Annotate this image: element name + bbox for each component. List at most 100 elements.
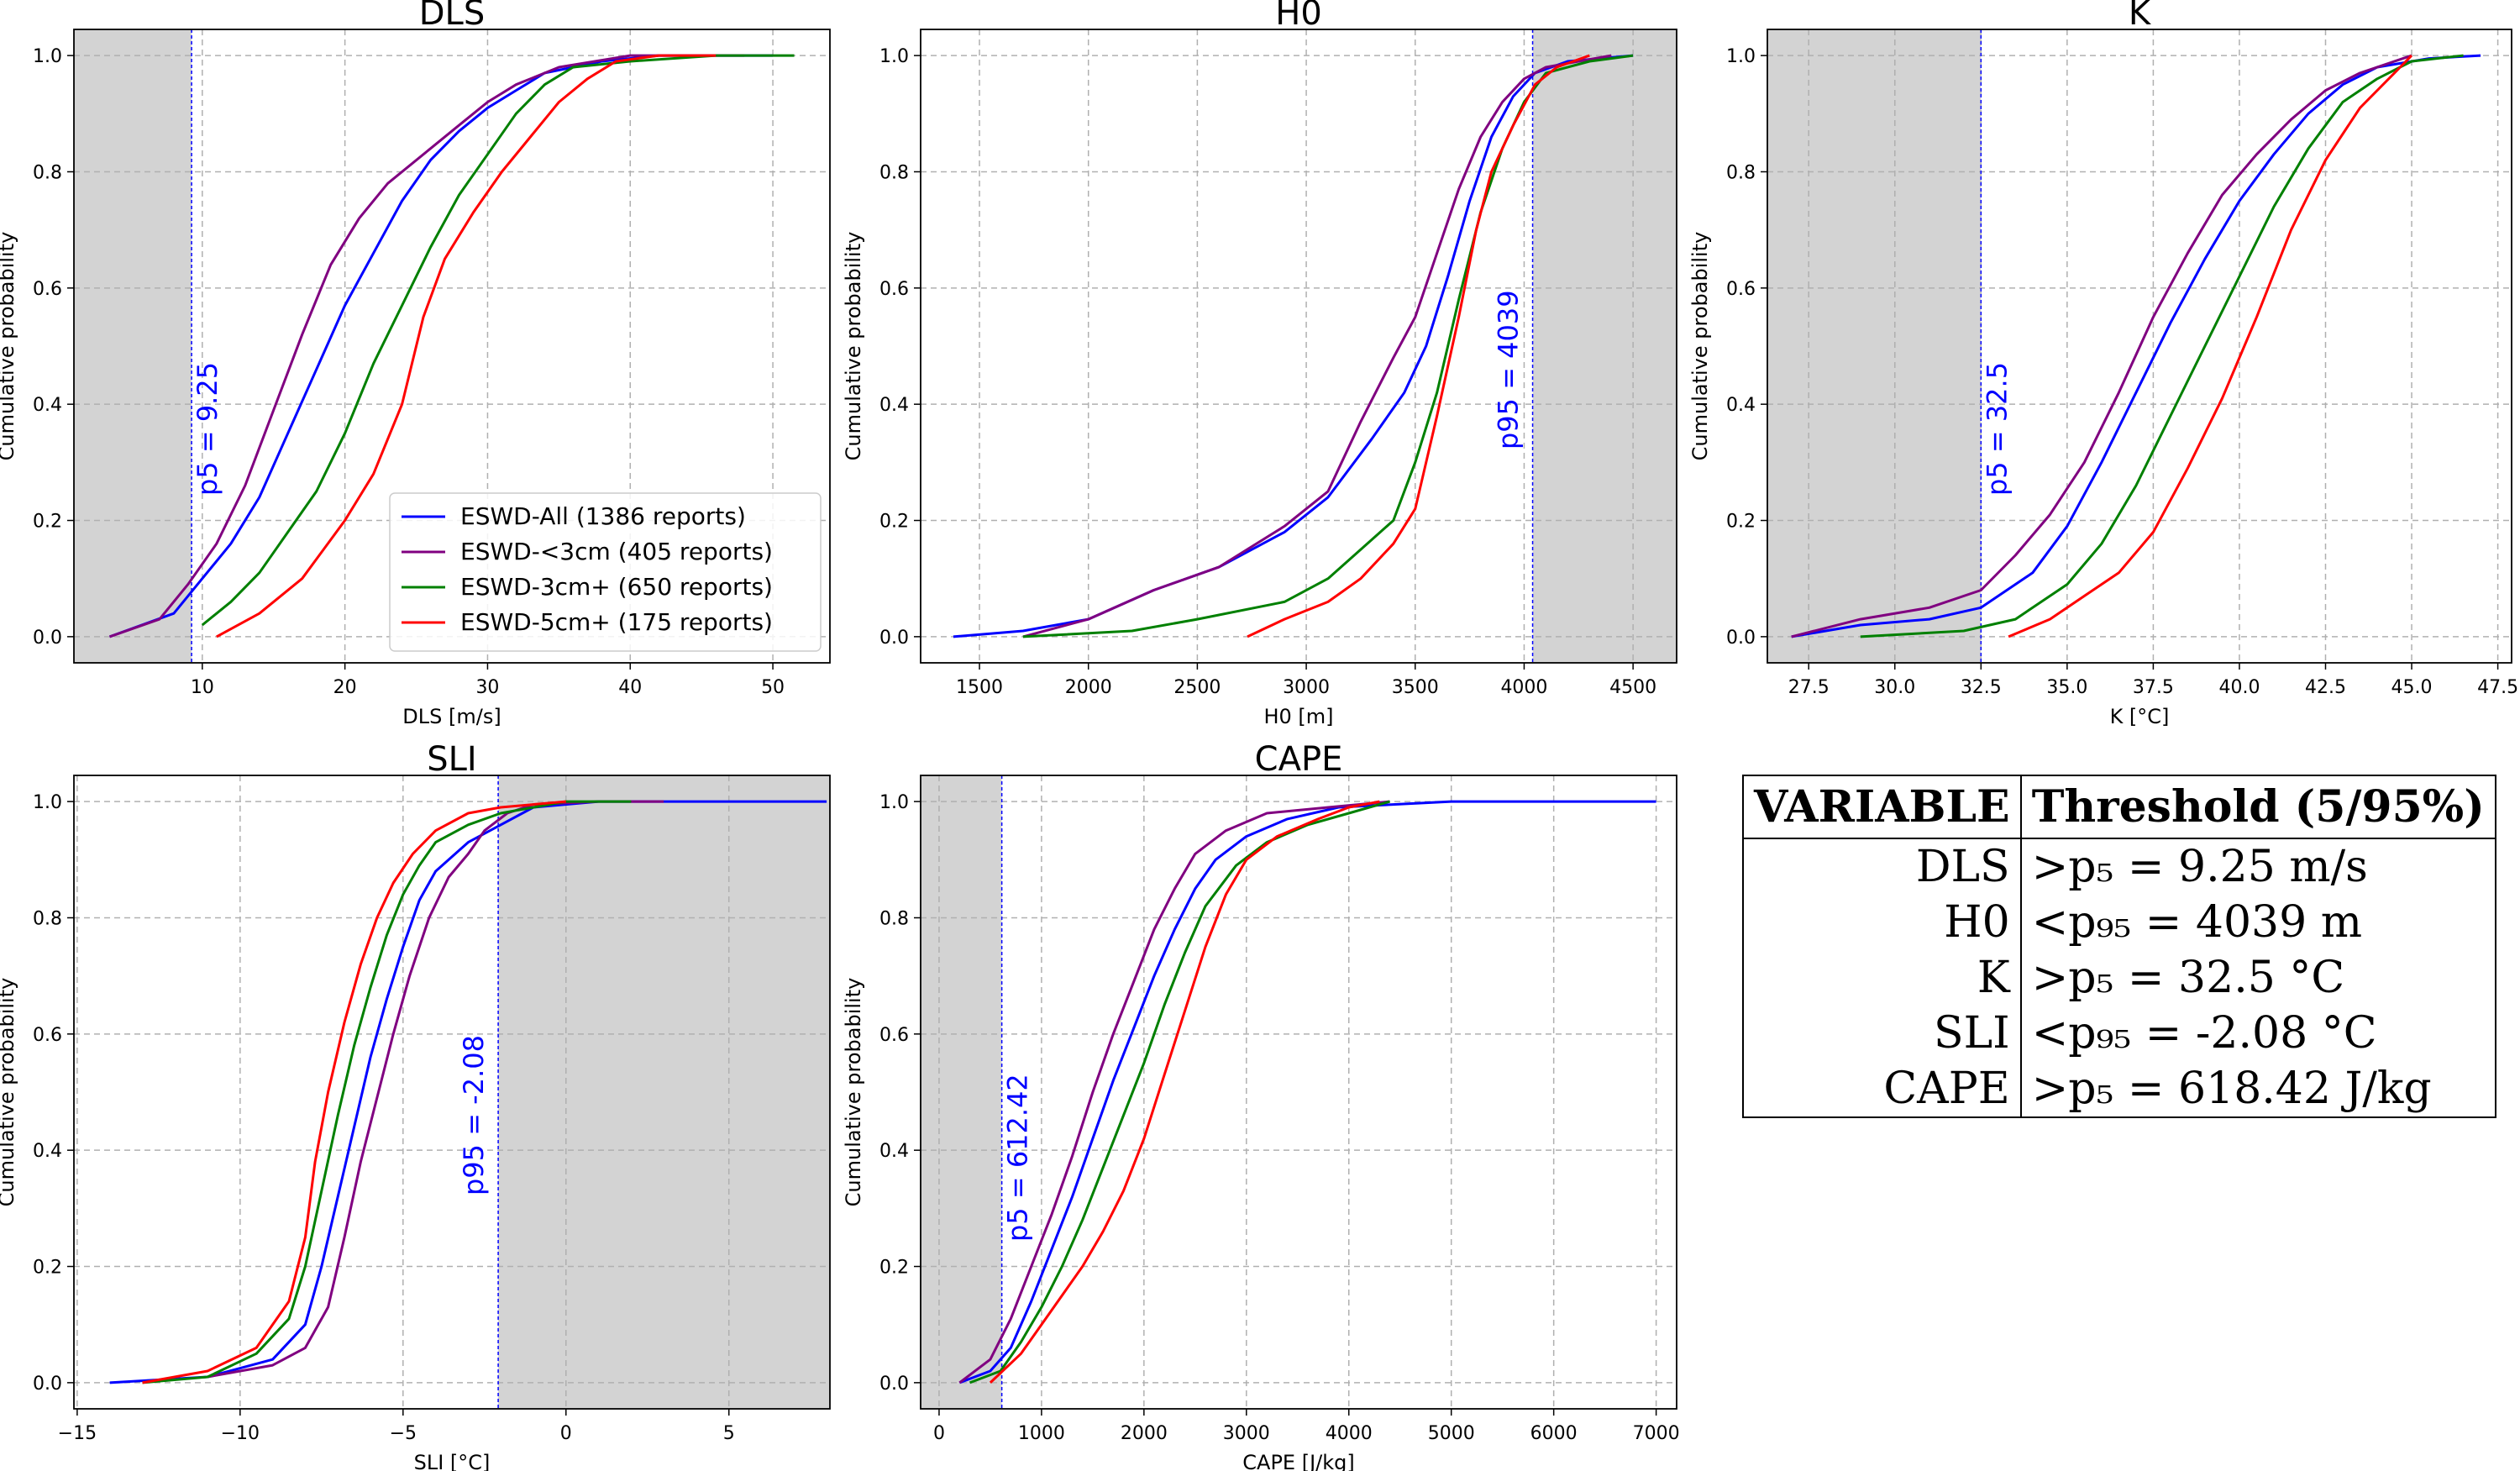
y-axis-label: Cumulative probability bbox=[842, 978, 865, 1207]
series-line-4 bbox=[989, 800, 1380, 1384]
series-line-1 bbox=[958, 800, 1656, 1384]
x-tick-label: 42.5 bbox=[2305, 677, 2346, 698]
threshold-label: p95 = 4039 bbox=[1493, 290, 1525, 449]
legend-entry: ESWD-5cm+ (175 reports) bbox=[460, 608, 773, 636]
table-row: K >p₅ = 32.5 °C bbox=[1743, 950, 2496, 1006]
x-tick-label: 3000 bbox=[1223, 1423, 1270, 1444]
series-line-1 bbox=[1791, 54, 2481, 638]
x-tick-label: −5 bbox=[390, 1423, 417, 1444]
y-tick-label: 0.0 bbox=[1726, 628, 1756, 649]
x-axis-label: H0 [m] bbox=[1263, 705, 1333, 728]
table-cell-threshold: >p₅ = 32.5 °C bbox=[2031, 953, 2345, 1003]
threshold-label: p95 = -2.08 bbox=[458, 1035, 490, 1195]
x-tick-label: 40.0 bbox=[2218, 677, 2260, 698]
y-axis-label: Cumulative probability bbox=[1688, 232, 1712, 461]
y-tick-label: 0.6 bbox=[33, 1025, 62, 1046]
excluded-region bbox=[1532, 29, 1677, 663]
x-axis-label: CAPE [J/kg] bbox=[1242, 1451, 1354, 1471]
table-row: SLI <p₉₅ = -2.08 °C bbox=[1743, 1006, 2496, 1061]
series-line-3 bbox=[201, 54, 795, 627]
table-cell-variable: H0 bbox=[1743, 895, 2022, 950]
table-row: CAPE >p₅ = 618.42 J/kg bbox=[1743, 1061, 2496, 1117]
x-tick-label: 0 bbox=[933, 1423, 945, 1444]
y-tick-label: 0.4 bbox=[879, 1141, 909, 1162]
table-cell-variable: K bbox=[1743, 950, 2022, 1006]
table-cell-variable: DLS bbox=[1743, 838, 2022, 895]
legend: ESWD-All (1386 reports) ESWD-<3cm (405 re… bbox=[389, 492, 822, 652]
y-tick-label: 0.4 bbox=[33, 395, 62, 416]
x-tick-label: 5000 bbox=[1428, 1423, 1475, 1444]
series-line-2 bbox=[958, 800, 1390, 1384]
x-tick-label: 35.0 bbox=[2046, 677, 2087, 698]
plot-frame bbox=[73, 775, 831, 1410]
chart-title: SLI bbox=[427, 740, 476, 779]
x-tick-label: 4000 bbox=[1500, 677, 1547, 698]
x-tick-label: 4000 bbox=[1326, 1423, 1373, 1444]
excluded-region bbox=[921, 775, 1002, 1409]
chart-panel-dls: 10 20 30 40 50 0.0 0.2 0.4 0.6 0.8 1.0 p5 = 9.25 DLS… bbox=[0, 0, 831, 728]
y-tick-label: 0.2 bbox=[879, 512, 909, 533]
series-line-2 bbox=[1791, 54, 2412, 638]
x-tick-label: 45.0 bbox=[2391, 677, 2433, 698]
x-tick-label: 2000 bbox=[1121, 1423, 1168, 1444]
x-tick-label: 5 bbox=[723, 1423, 735, 1444]
y-axis-label: Cumulative probability bbox=[842, 232, 865, 461]
y-tick-label: 0.6 bbox=[879, 279, 909, 300]
series-line-4 bbox=[142, 800, 566, 1384]
series-line-3 bbox=[1022, 54, 1634, 638]
x-tick-label: 1000 bbox=[1018, 1423, 1065, 1444]
table-cell-variable: SLI bbox=[1743, 1006, 2022, 1061]
y-tick-label: 1.0 bbox=[1726, 46, 1756, 67]
y-tick-label: 0.2 bbox=[879, 1258, 909, 1279]
legend-entry: ESWD-<3cm (405 reports) bbox=[460, 538, 773, 565]
y-tick-label: 0.2 bbox=[33, 512, 62, 533]
threshold-label: p5 = 9.25 bbox=[192, 362, 223, 496]
legend-box bbox=[389, 492, 822, 652]
x-tick-label: 40 bbox=[618, 677, 642, 698]
excluded-region bbox=[498, 775, 830, 1409]
x-axis-label: SLI [°C] bbox=[414, 1451, 491, 1471]
x-axis-label: DLS [m/s] bbox=[402, 705, 501, 728]
y-tick-label: 0.2 bbox=[33, 1258, 62, 1279]
series-line-3 bbox=[142, 800, 632, 1384]
chart-title: K bbox=[2129, 0, 2152, 33]
y-tick-label: 0.4 bbox=[1726, 395, 1756, 416]
table-cell-variable: CAPE bbox=[1743, 1061, 2022, 1117]
y-tick-label: 0.6 bbox=[33, 279, 62, 300]
x-axis-label: K [°C] bbox=[2110, 705, 2170, 728]
x-tick-label: 2500 bbox=[1173, 677, 1221, 698]
chart-title: CAPE bbox=[1255, 740, 1343, 779]
y-tick-label: 0.4 bbox=[879, 395, 909, 416]
y-tick-label: 0.6 bbox=[1726, 279, 1756, 300]
y-tick-label: 1.0 bbox=[879, 792, 909, 813]
y-tick-label: 0.0 bbox=[33, 628, 62, 649]
x-tick-label: 3000 bbox=[1283, 677, 1330, 698]
y-axis-label: Cumulative probability bbox=[0, 978, 18, 1207]
y-axis-label: Cumulative probability bbox=[0, 232, 18, 461]
chart-panel-k: 27.5 30.0 32.5 35.0 37.5 40.0 42.5 45.0 47.5 0.0 0… bbox=[1688, 0, 2518, 728]
y-tick-label: 1.0 bbox=[879, 46, 909, 67]
table-cell-threshold: >p₅ = 618.42 J/kg bbox=[2031, 1064, 2432, 1114]
series-line-2 bbox=[1022, 54, 1612, 638]
series-line-3 bbox=[969, 800, 1390, 1384]
table-header-threshold: Threshold (5/95%) bbox=[2020, 775, 2496, 839]
x-tick-label: 3500 bbox=[1392, 677, 1439, 698]
y-tick-label: 0.2 bbox=[1726, 512, 1756, 533]
y-tick-label: 0.8 bbox=[879, 162, 909, 183]
x-tick-label: 10 bbox=[191, 677, 214, 698]
y-tick-label: 0.8 bbox=[879, 908, 909, 929]
plot-frame bbox=[1767, 29, 2512, 664]
series-line-1 bbox=[953, 54, 1634, 638]
plot-frame bbox=[73, 29, 831, 664]
table-cell-threshold: >p₅ = 9.25 m/s bbox=[2031, 842, 2368, 892]
y-tick-label: 1.0 bbox=[33, 46, 62, 67]
series-line-4 bbox=[2008, 55, 2413, 638]
x-tick-label: 50 bbox=[761, 677, 785, 698]
y-tick-label: 0.8 bbox=[33, 162, 62, 183]
x-tick-label: 30 bbox=[475, 677, 499, 698]
x-tick-label: 32.5 bbox=[1961, 677, 2002, 698]
x-tick-label: 0 bbox=[560, 1423, 572, 1444]
table-header-row: VARIABLE Threshold (5/95%) bbox=[1743, 775, 2496, 839]
y-tick-label: 0.8 bbox=[1726, 162, 1756, 183]
